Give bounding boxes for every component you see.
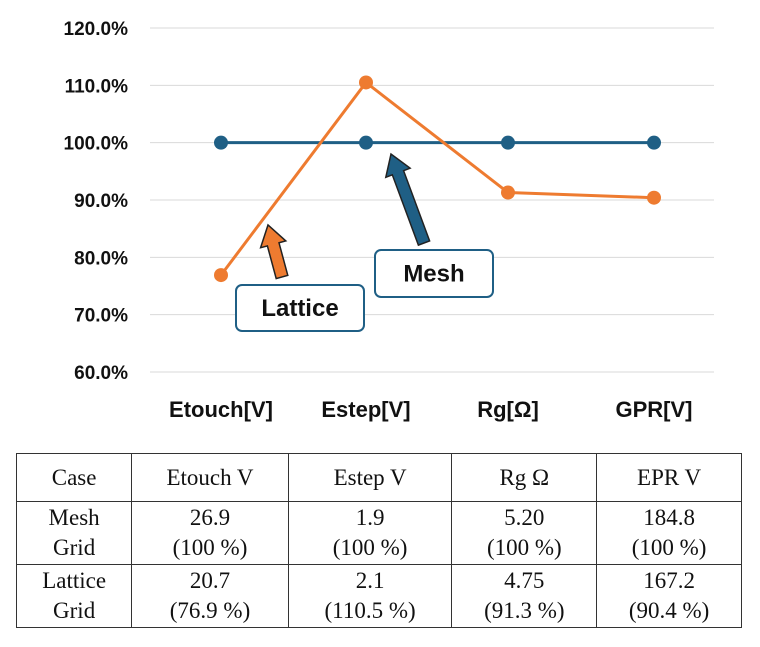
percent: (100 %) [486, 535, 562, 560]
table-header-row: Case Etouch V Estep V Rg Ω EPR V [15, 453, 742, 502]
series-lattice [214, 75, 661, 283]
callout-box-lattice [235, 284, 365, 332]
y-tick-label: 100.0% [64, 134, 129, 155]
header-case: Case [15, 453, 133, 502]
arrow-lattice [259, 223, 289, 280]
value-cell: 1.9 (100 %) [287, 501, 453, 565]
percent: (91.3 %) [484, 598, 565, 623]
value-cell: 4.75 (91.3 %) [451, 564, 598, 628]
data-point [501, 185, 515, 200]
x-tick-label: Etouch[V] [169, 397, 273, 422]
line-chart: 60.0% 70.0% 80.0% 90.0% 100.0% 110.0% 120.0% E… [64, 19, 714, 422]
header-etouch: Etouch V [131, 453, 289, 502]
data-point [647, 135, 661, 150]
percent: (100 %) [332, 535, 408, 560]
data-point [214, 135, 228, 150]
callouts: Lattice Mesh [235, 152, 494, 332]
header-estep: Estep V [287, 453, 453, 502]
results-table: Case Etouch V Estep V Rg Ω EPR V Mesh Gri… [15, 453, 742, 628]
case-cell: Mesh Grid [15, 501, 133, 565]
percent: (90.4 %) [628, 598, 710, 623]
data-point [359, 135, 373, 150]
case-type: Grid [53, 598, 96, 623]
value-cell: 5.20 (100 %) [451, 501, 598, 565]
case-name: Mesh [48, 505, 100, 530]
case-name: Lattice [42, 568, 107, 593]
callout-label-mesh: Mesh [403, 261, 464, 288]
case-cell: Lattice Grid [15, 564, 133, 628]
value: 26.9 [189, 505, 231, 530]
value: 1.9 [355, 505, 385, 530]
value: 5.20 [504, 505, 545, 530]
percent: (100 %) [172, 535, 248, 560]
table-row-lattice: Lattice Grid 20.7 (76.9 %) 2.1 (110.5 %) 4.… [15, 564, 742, 628]
gridlines [150, 27, 714, 373]
case-type: Grid [53, 535, 96, 560]
header-rg: Rg Ω [451, 453, 598, 502]
callout-label-lattice: Lattice [261, 295, 338, 322]
value: 20.7 [189, 568, 231, 593]
x-tick-label: Estep[V] [321, 397, 410, 422]
series-lines [214, 75, 661, 283]
x-tick-label: Rg[Ω] [477, 397, 539, 422]
percent: (76.9 %) [169, 598, 251, 623]
y-axis-ticks: 60.0% 70.0% 80.0% 90.0% 100.0% 110.0% 120.0% [64, 19, 129, 384]
value-cell: 2.1 (110.5 %) [287, 564, 453, 628]
value-cell: 167.2 (90.4 %) [596, 564, 742, 628]
value-cell: 26.9 (100 %) [131, 501, 289, 565]
y-tick-label: 90.0% [74, 191, 128, 212]
x-axis-ticks: Etouch[V] Estep[V] Rg[Ω] GPR[V] [169, 397, 692, 422]
arrow-mesh [384, 152, 431, 247]
data-point [359, 75, 373, 90]
header-epr: EPR V [596, 453, 742, 502]
callout-box-mesh [374, 249, 494, 298]
series-mesh [214, 135, 661, 150]
data-point [647, 190, 661, 205]
data-point [501, 135, 515, 150]
value-cell: 184.8 (100 %) [596, 501, 742, 565]
x-tick-label: GPR[V] [616, 397, 693, 422]
data-point [214, 268, 228, 283]
value: 2.1 [355, 568, 385, 593]
y-tick-label: 80.0% [74, 248, 128, 269]
y-tick-label: 110.0% [65, 76, 128, 97]
series-line [219, 80, 655, 277]
value-cell: 20.7 (76.9 %) [131, 564, 289, 628]
y-tick-label: 120.0% [64, 19, 129, 40]
table-row-mesh: Mesh Grid 26.9 (100 %) 1.9 (100 %) 5.20 (100… [15, 501, 742, 565]
percent: (110.5 %) [324, 598, 416, 623]
y-tick-label: 60.0% [74, 363, 128, 384]
y-tick-label: 70.0% [74, 306, 128, 327]
value: 4.75 [504, 568, 545, 593]
value: 167.2 [643, 568, 695, 593]
value: 184.8 [643, 505, 695, 530]
percent: (100 %) [631, 535, 707, 560]
